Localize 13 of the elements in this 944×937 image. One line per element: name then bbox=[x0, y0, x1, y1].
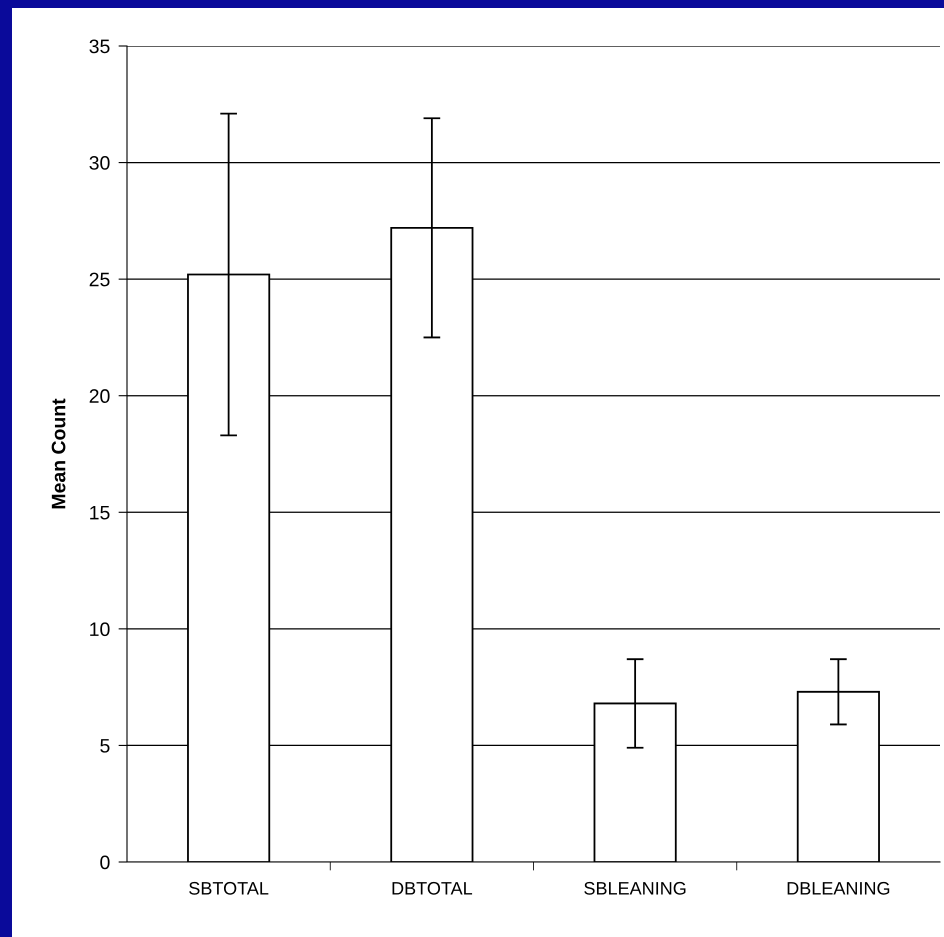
y-axis-title: Mean Count bbox=[52, 398, 66, 508]
x-tick-label: DBLEANING bbox=[788, 882, 890, 895]
y-tick-label: 15 bbox=[90, 506, 110, 520]
y-tick-label: 20 bbox=[90, 389, 110, 403]
y-tick-label: 5 bbox=[100, 739, 110, 753]
y-tick-label: 10 bbox=[90, 622, 110, 636]
y-tick-label: 35 bbox=[89, 39, 110, 54]
x-tick-label: SBTOTAL bbox=[189, 882, 268, 895]
y-tick-label: 0 bbox=[100, 855, 110, 870]
y-tick-label: 25 bbox=[90, 272, 110, 286]
x-tick-label: DBTOTAL bbox=[392, 882, 472, 895]
x-tick-label: SBLEANING bbox=[584, 882, 686, 895]
y-tick-label: 30 bbox=[89, 156, 110, 170]
